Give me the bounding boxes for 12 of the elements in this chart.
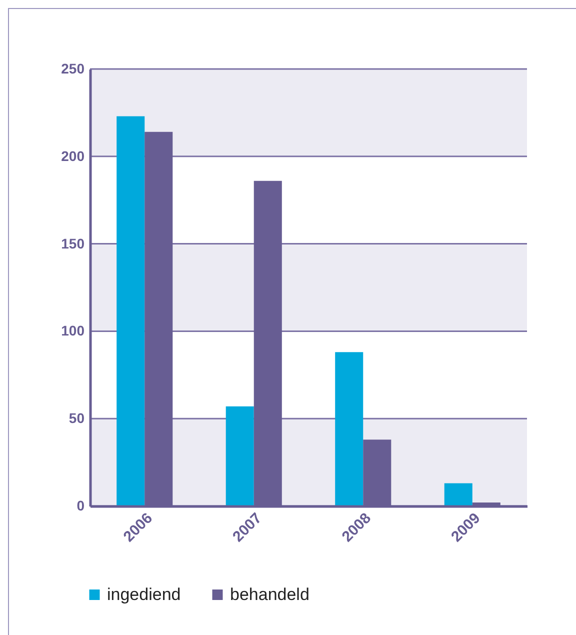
y-tick-label: 100 — [61, 322, 85, 339]
bar — [444, 483, 472, 506]
legend-label: behandeld — [230, 584, 310, 604]
y-tick-label: 50 — [68, 410, 85, 426]
bar — [116, 116, 145, 506]
y-tick-label: 150 — [61, 235, 85, 252]
y-tick-label: 250 — [61, 60, 85, 76]
y-tick-label: 0 — [76, 498, 85, 514]
legend-label: ingediend — [107, 584, 181, 604]
bar — [226, 406, 254, 506]
bar — [335, 352, 364, 506]
y-tick-label: 200 — [61, 148, 85, 164]
